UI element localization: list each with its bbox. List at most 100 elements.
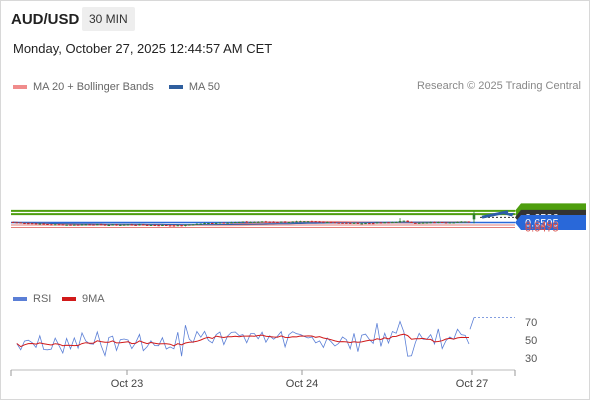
candle-body: [306, 221, 310, 223]
candle-body: [379, 222, 383, 224]
candle: [233, 221, 237, 224]
candle-body: [241, 221, 245, 223]
level-label-0.6505: 0.6505: [525, 218, 559, 230]
candle-body: [69, 224, 72, 226]
candle-body: [318, 221, 321, 223]
x-tick-label: Oct 23: [111, 378, 143, 390]
candle-body: [272, 221, 275, 223]
candle-body: [452, 222, 455, 224]
candle-body: [191, 224, 195, 226]
candle-body: [440, 222, 444, 224]
candle: [46, 223, 49, 225]
candle: [322, 221, 325, 223]
candle: [111, 224, 114, 226]
candle-body: [57, 224, 61, 226]
candle-body: [84, 224, 88, 226]
candle: [414, 222, 417, 224]
rsi-legend-label: RSI: [33, 293, 52, 305]
candle: [27, 222, 30, 225]
candle: [364, 223, 367, 225]
candle: [180, 225, 183, 227]
candle-body: [287, 222, 291, 224]
candle: [19, 222, 22, 224]
candle-body: [92, 224, 95, 226]
candle-body: [23, 223, 26, 225]
candle: [69, 224, 72, 226]
candle: [249, 221, 252, 223]
candle: [337, 222, 341, 224]
candle-body: [149, 224, 153, 226]
candle-body: [329, 222, 333, 224]
x-axis: Oct 23 Oct 24 Oct 27: [10, 369, 516, 390]
candle: [237, 221, 241, 223]
candle: [30, 223, 34, 225]
candle-body: [352, 222, 356, 224]
candle-body: [210, 222, 214, 224]
candle: [456, 221, 459, 223]
candle-body: [214, 222, 218, 224]
candle: [379, 222, 383, 224]
candle-body: [295, 221, 298, 223]
candle-body: [375, 222, 379, 224]
candle: [440, 222, 444, 224]
legend-item-ma50: MA 50: [168, 81, 220, 93]
candle: [437, 221, 440, 224]
candle-body: [437, 222, 440, 224]
projection-arrow: [481, 210, 514, 219]
candle-body: [394, 221, 398, 223]
candle: [295, 220, 298, 223]
candle: [256, 221, 260, 223]
candle: [210, 222, 214, 224]
candle-body: [444, 222, 448, 224]
candle-body: [73, 224, 76, 226]
candle-body: [348, 222, 352, 224]
candle: [134, 224, 137, 226]
credit-text: Research © 2025 Trading Central: [416, 80, 581, 92]
candle-body: [130, 224, 134, 226]
timeframe-button[interactable]: 30 MIN: [82, 7, 135, 31]
legend-swatch-ma50: [168, 85, 183, 89]
candle: [172, 224, 176, 227]
candle: [226, 222, 229, 224]
level-label-0.6490: 0.6490: [525, 220, 559, 232]
rsi-legend-swatch: [13, 297, 27, 301]
rsi-jump: [469, 317, 475, 330]
candle: [153, 224, 157, 226]
rsi-tick-70: 70: [525, 317, 537, 329]
candle: [203, 222, 206, 225]
candle-body: [467, 221, 471, 223]
candle-body: [111, 224, 114, 226]
candle-body: [383, 222, 386, 224]
candle: [218, 222, 222, 224]
candle: [245, 221, 249, 223]
x-tick-label: Oct 27: [456, 378, 488, 390]
candle-body: [141, 224, 145, 226]
candle-body: [283, 221, 287, 223]
candle: [145, 224, 149, 226]
candle-body: [364, 223, 367, 225]
candle-body: [122, 224, 126, 226]
legend-item-ma20: MA 20 + Bollinger Bands: [13, 81, 154, 93]
candle-body: [276, 221, 279, 223]
candle-body: [425, 222, 429, 224]
candle-body: [302, 221, 306, 223]
candle-body: [402, 220, 406, 222]
rsi-ma-legend-item: 9MA: [62, 293, 105, 305]
candle: [118, 224, 122, 226]
candle: [291, 221, 295, 223]
candle-body: [65, 224, 68, 226]
candle: [402, 220, 406, 222]
rsi-line: [16, 320, 470, 358]
candle-body: [322, 221, 325, 223]
candle: [276, 221, 279, 223]
candle-body: [314, 221, 318, 223]
legend-swatch-ma20: [13, 85, 27, 89]
candle-body: [345, 222, 348, 224]
candle: [306, 221, 310, 223]
candle-body: [80, 224, 84, 226]
candle-body: [226, 222, 229, 224]
rsi-tick-50: 50: [525, 335, 537, 347]
candle-body: [333, 222, 337, 224]
candle: [57, 223, 61, 226]
